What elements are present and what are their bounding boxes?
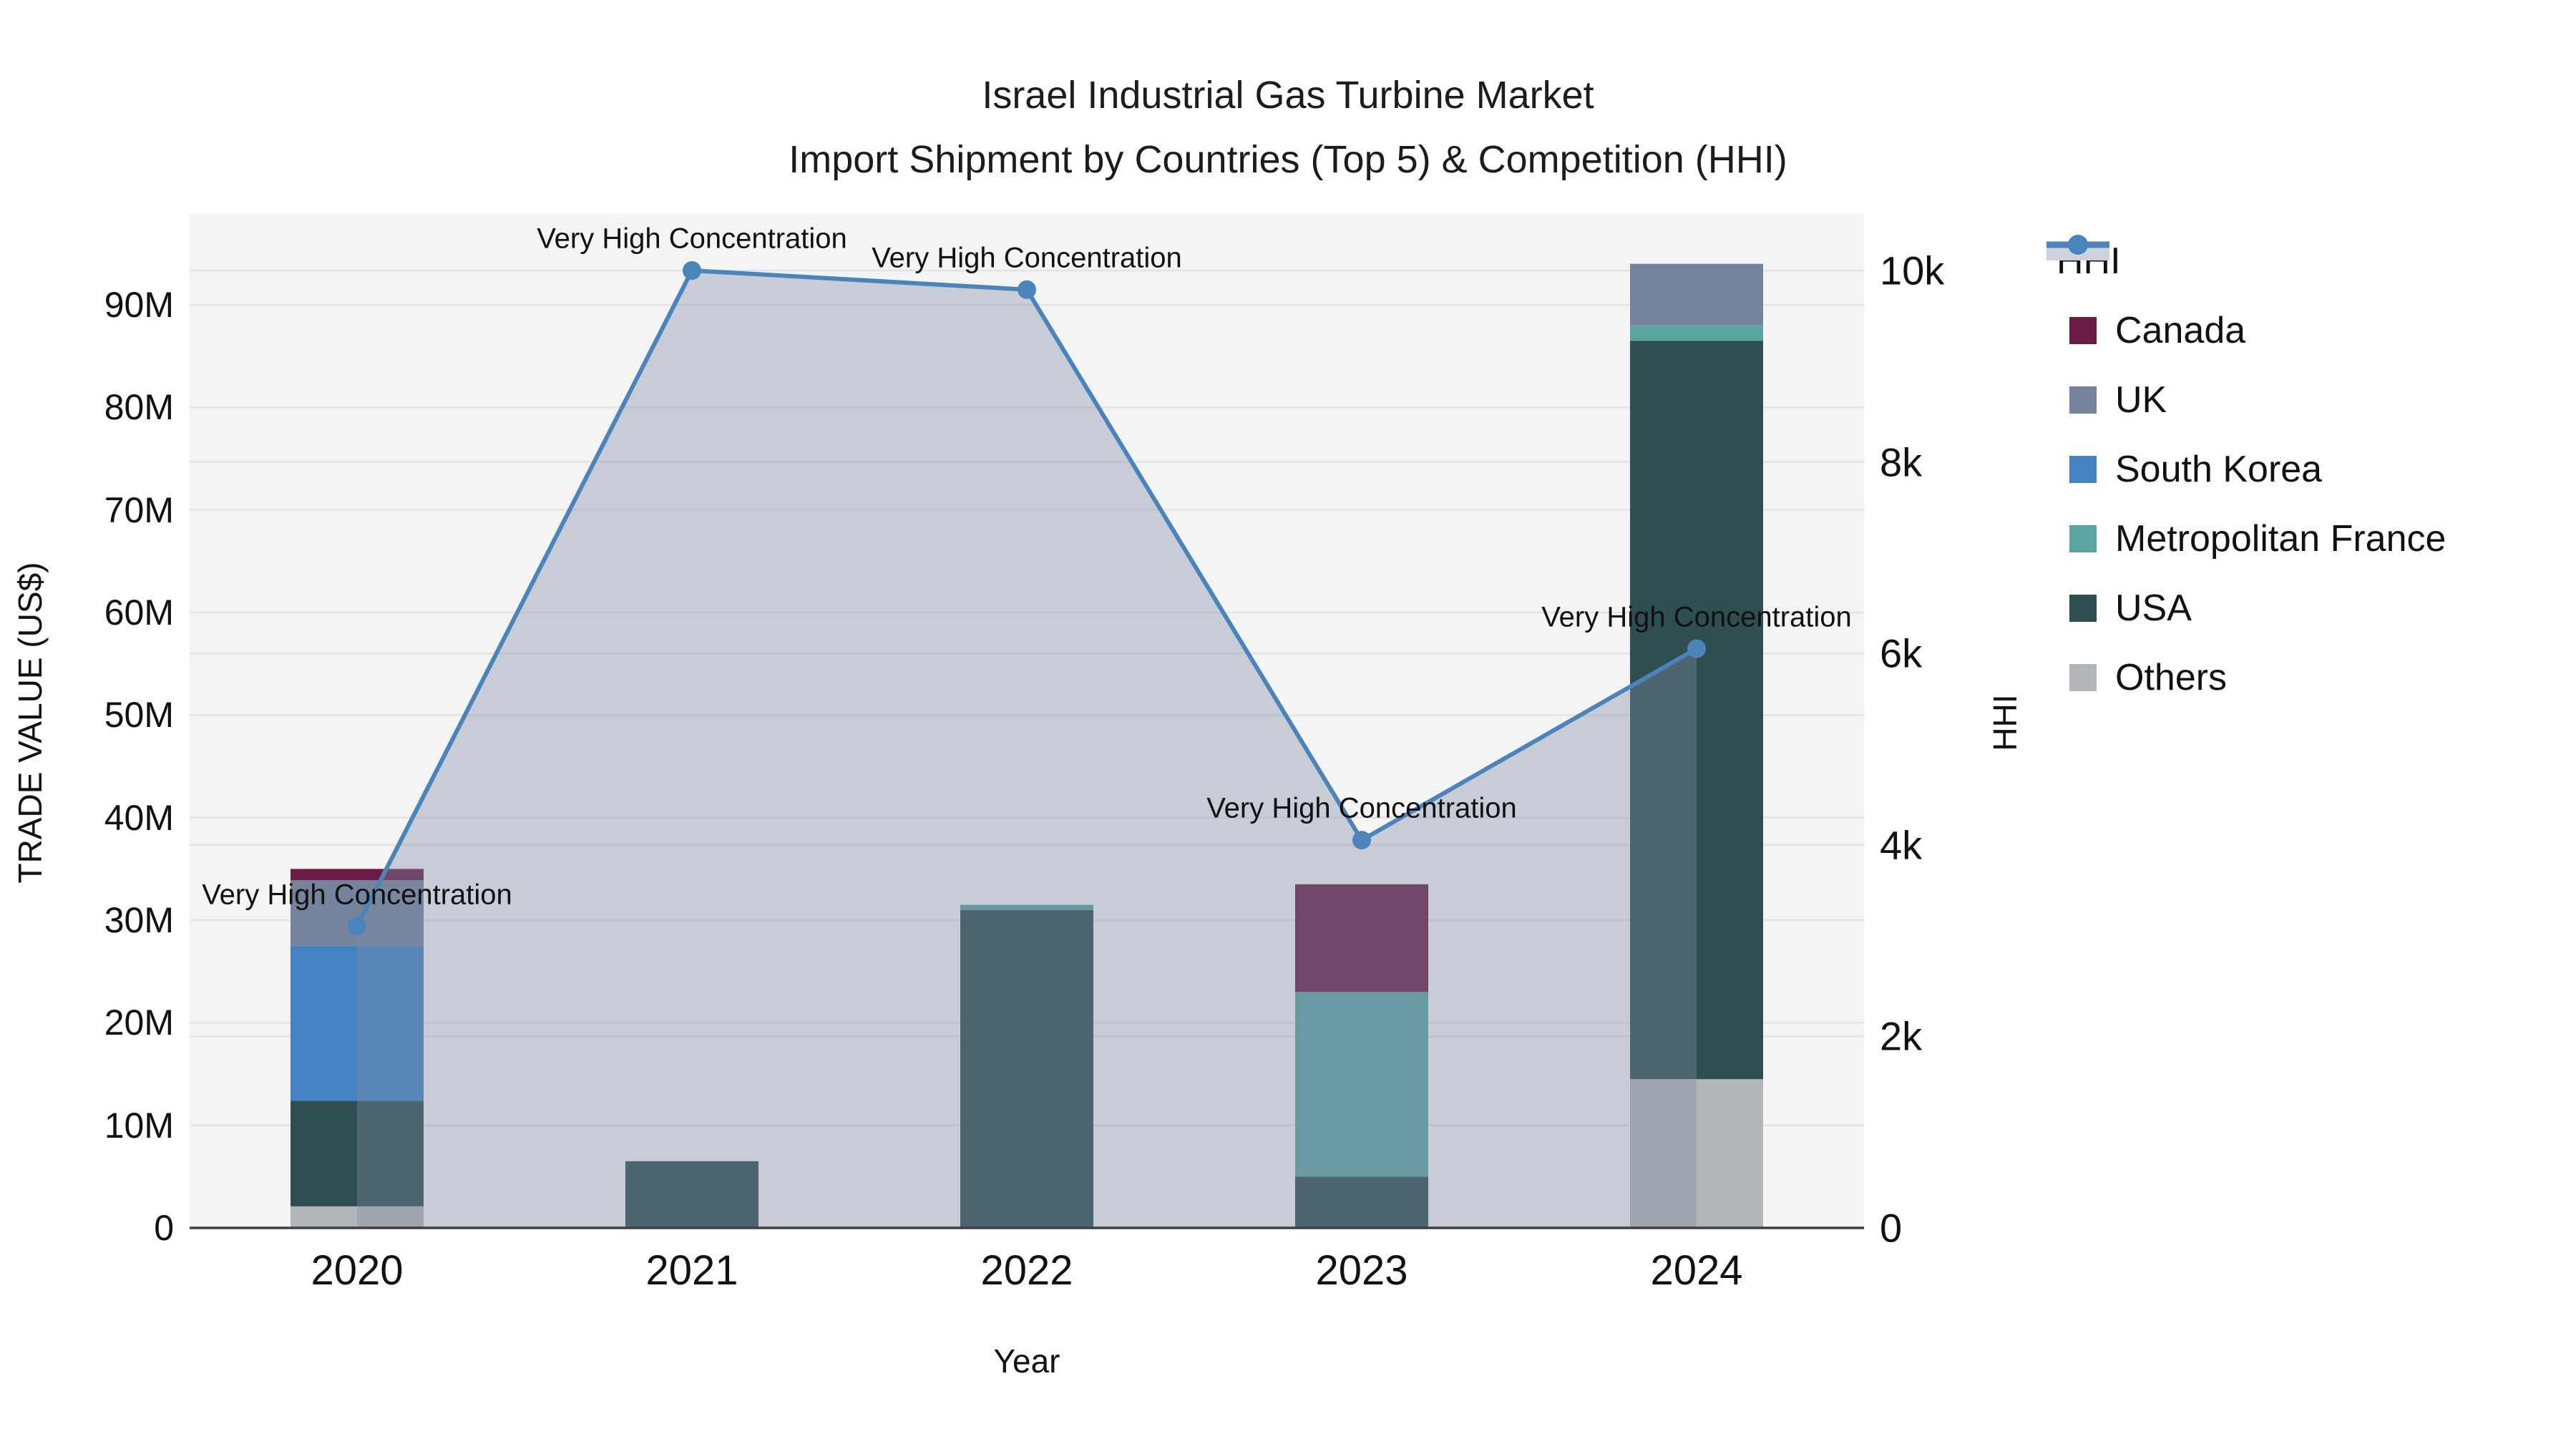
y-right-tick: 6k <box>1880 630 1923 676</box>
y-right-tick: 0 <box>1880 1205 1903 1251</box>
y-left-tick: 40M <box>104 797 174 838</box>
legend-label: South Korea <box>2115 448 2323 490</box>
y-right-tick: 2k <box>1880 1013 1923 1059</box>
annotation-2023: Very High Concentration <box>1206 792 1517 824</box>
y-left-tick: 10M <box>104 1105 174 1146</box>
legend-label: UK <box>2115 379 2167 421</box>
bar-segment-2022-usa[interactable] <box>960 909 1093 1228</box>
legend-swatch-uk <box>2069 386 2097 414</box>
annotation-2022: Very High Concentration <box>872 242 1182 274</box>
bar-segment-2023-metropolitan-france[interactable] <box>1295 992 1428 1177</box>
legend: HHI Canada UK South Korea Metropolitan Franc… <box>2044 226 2576 727</box>
legend-swatch-metropolitan-france <box>2069 525 2097 552</box>
hhi-line-swatch <box>2046 235 2109 260</box>
y-left-tick: 50M <box>104 695 174 736</box>
legend-label: Metropolitan France <box>2115 517 2446 560</box>
legend-item-canada[interactable]: Canada <box>2044 296 2245 365</box>
y-left-tick: 90M <box>104 285 174 325</box>
hhi-marker-2021[interactable] <box>683 261 701 280</box>
legend-item-south-korea[interactable]: South Korea <box>2044 434 2322 504</box>
legend-item-hhi[interactable]: HHI <box>2044 226 2121 296</box>
bar-segment-2024-others[interactable] <box>1630 1079 1763 1228</box>
y-right-tick: 8k <box>1880 439 1923 485</box>
annotation-2020: Very High Concentration <box>202 879 512 911</box>
x-tick-2024: 2024 <box>1650 1247 1743 1294</box>
y-left-tick: 70M <box>104 489 174 530</box>
y-left-tick: 60M <box>104 592 174 633</box>
y-axis-right-title: HHI <box>1986 694 2024 751</box>
bar-segment-2022-metropolitan-france[interactable] <box>960 904 1093 910</box>
x-axis-title: Year <box>993 1342 1060 1380</box>
x-tick-2022: 2022 <box>980 1247 1073 1294</box>
legend-item-uk[interactable]: UK <box>2044 365 2167 434</box>
bar-segment-2023-canada[interactable] <box>1295 884 1428 992</box>
hhi-area-fill <box>357 270 1697 1228</box>
bar-segment-2024-usa[interactable] <box>1630 341 1763 1080</box>
bar-segment-2021-usa[interactable] <box>625 1161 758 1228</box>
x-tick-2021: 2021 <box>645 1247 738 1294</box>
hhi-marker-2022[interactable] <box>1018 280 1036 299</box>
hhi-marker-2023[interactable] <box>1352 831 1371 850</box>
hhi-marker-2020[interactable] <box>348 917 366 936</box>
y-left-tick: 0 <box>154 1208 174 1248</box>
x-tick-2023: 2023 <box>1315 1247 1408 1294</box>
legend-item-usa[interactable]: USA <box>2044 573 2192 643</box>
legend-label: Canada <box>2115 309 2246 351</box>
legend-label: Others <box>2115 656 2228 698</box>
bar-segment-2020-canada[interactable] <box>291 869 424 881</box>
y-right-tick: 4k <box>1880 822 1923 868</box>
bar-segment-2020-south-korea[interactable] <box>291 945 424 1101</box>
legend-item-others[interactable]: Others <box>2044 643 2227 712</box>
y-left-tick: 20M <box>104 1002 174 1043</box>
legend-swatch-south-korea <box>2069 455 2097 483</box>
legend-item-metropolitan-france[interactable]: Metropolitan France <box>2044 504 2446 573</box>
annotation-2024: Very High Concentration <box>1541 601 1852 633</box>
annotation-2021: Very High Concentration <box>537 223 847 255</box>
y-left-tick: 30M <box>104 900 174 940</box>
legend-swatch-canada <box>2069 316 2097 344</box>
bar-segment-2024-uk[interactable] <box>1630 263 1763 326</box>
chart-title-line2: Import Shipment by Countries (Top 5) & C… <box>789 138 1787 181</box>
bar-segment-2020-usa[interactable] <box>291 1101 424 1206</box>
bar-segment-2023-usa[interactable] <box>1295 1176 1428 1228</box>
legend-label: USA <box>2115 587 2192 629</box>
legend-swatch-others <box>2069 663 2097 691</box>
chart-title-line1: Israel Industrial Gas Turbine Market <box>982 74 1594 117</box>
legend-swatch-usa <box>2069 594 2097 622</box>
y-left-tick: 80M <box>104 387 174 428</box>
y-right-tick: 10k <box>1880 248 1945 293</box>
bar-segment-2024-metropolitan-france[interactable] <box>1630 325 1763 341</box>
x-tick-2020: 2020 <box>311 1247 404 1294</box>
bar-segment-2020-others[interactable] <box>291 1206 424 1228</box>
hhi-marker-2024[interactable] <box>1687 639 1706 658</box>
